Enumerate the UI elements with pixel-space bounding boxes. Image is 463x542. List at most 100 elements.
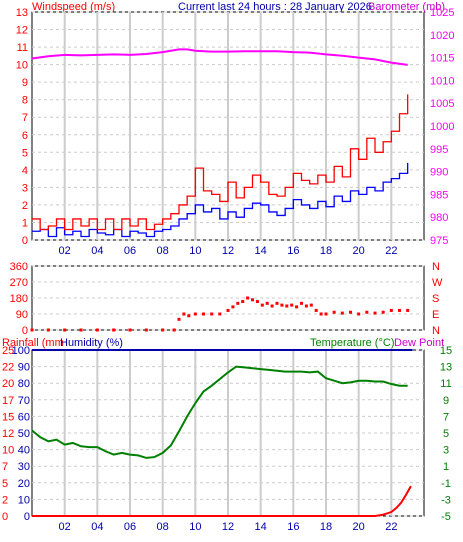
time-tick: 22 [385, 245, 397, 257]
temperature-tick: 11 [440, 378, 451, 390]
temperature-axis-title: Temperature (°C) [310, 337, 394, 349]
compass-label: W [432, 277, 443, 289]
time-tick: 10 [189, 521, 201, 533]
series-line [32, 94, 409, 231]
rainfall-axis-title: Rainfall (mm [2, 337, 64, 349]
compass-label: S [432, 293, 439, 305]
time-tick: 12 [222, 245, 234, 257]
direction-tick: 180 [10, 293, 28, 305]
barometer-tick: 975 [430, 235, 448, 247]
direction-point [406, 308, 410, 312]
direction-point [63, 328, 67, 332]
compass-label: E [432, 309, 439, 321]
temperature-tick: 3 [443, 445, 449, 457]
dewpoint-axis-title: Dew Point [394, 337, 444, 349]
chart-subtitle: Current last 24 hours : 28 January 2026 [178, 1, 372, 13]
humidity-tick: 90 [18, 362, 30, 374]
windspeed-tick: 9 [22, 77, 28, 89]
time-tick: 14 [255, 245, 267, 257]
humidity-tick: 80 [18, 378, 30, 390]
wind-series [31, 48, 409, 238]
direction-point [251, 298, 254, 302]
temp-series [31, 349, 413, 517]
direction-point [270, 304, 274, 308]
direction-point [280, 303, 284, 307]
direction-point [128, 328, 132, 332]
windspeed-tick: 4 [22, 165, 28, 177]
temperature-tick: 15 [440, 345, 452, 357]
barometer-tick: 990 [430, 167, 448, 179]
direction-point [319, 312, 323, 316]
direction-point [314, 308, 318, 312]
direction-point [365, 310, 369, 314]
series-line [31, 365, 408, 459]
temperature-tick: 7 [443, 411, 449, 423]
direction-point [304, 304, 308, 308]
windspeed-tick: 6 [22, 130, 28, 142]
direction-point [177, 317, 181, 321]
direction-point [193, 312, 197, 316]
direction-tick: 360 [10, 261, 28, 273]
rain-tick: 12 [2, 428, 14, 440]
direction-point [241, 300, 245, 304]
direction-point [187, 314, 191, 318]
wind-panel-grid [32, 11, 424, 241]
series-line [32, 162, 409, 238]
rain-tick: 25 [2, 345, 14, 357]
direction-point [246, 296, 250, 300]
direction-point [324, 312, 328, 316]
direction-point [349, 310, 352, 314]
direction-degree-tick-labels: 0 90 180 270 360 [10, 261, 28, 337]
direction-point [255, 300, 259, 304]
time-tick: 08 [157, 521, 169, 533]
direction-point [381, 310, 385, 314]
temperature-tick: 9 [443, 395, 449, 407]
time-tick: 02 [59, 245, 71, 257]
windspeed-tick: 3 [22, 182, 28, 194]
direction-series [30, 296, 410, 332]
barometer-axis-title: Barometer (mb) [368, 1, 445, 13]
time-tick: 16 [287, 245, 299, 257]
time-tick: 20 [353, 245, 365, 257]
time-tick: 18 [320, 245, 332, 257]
windspeed-tick: 12 [16, 25, 28, 37]
direction-point [226, 308, 230, 312]
humidity-tick: 40 [18, 445, 30, 457]
humidity-tick-labels: 0 10 20 30 40 50 60 70 80 90 100 [12, 345, 30, 523]
direction-point [236, 301, 240, 305]
windspeed-tick: 5 [22, 147, 28, 159]
direction-point [373, 311, 377, 315]
windspeed-tick: 8 [22, 95, 28, 107]
temperature-tick: 1 [443, 461, 449, 473]
direction-point [340, 311, 344, 315]
rain-tick: 20 [2, 378, 14, 390]
direction-point [202, 312, 205, 316]
barometer-tick: 985 [430, 189, 448, 201]
direction-point [309, 303, 313, 307]
compass-label: N [432, 325, 440, 337]
direction-point [332, 310, 336, 314]
humidity-tick: 20 [18, 478, 30, 490]
barometer-tick: 1000 [430, 121, 454, 133]
time-tick: 04 [91, 245, 103, 257]
direction-compass-labels: N W S E N [432, 261, 443, 337]
direction-point [46, 328, 50, 332]
direction-point [210, 312, 214, 316]
time-tick: 08 [157, 245, 169, 257]
temperature-tick: 13 [440, 362, 452, 374]
temp-time-tick-labels: 02 04 06 08 10 12 14 16 18 20 22 [59, 521, 398, 533]
direction-tick: 0 [22, 325, 28, 337]
barometer-tick: 1015 [430, 53, 454, 65]
time-tick: 02 [59, 521, 71, 533]
humidity-tick: 10 [18, 494, 30, 506]
direction-point [389, 308, 393, 312]
compass-label: N [432, 261, 440, 273]
direction-point [260, 303, 264, 307]
direction-point [231, 305, 235, 309]
windspeed-tick: 2 [22, 200, 28, 212]
time-tick: 06 [124, 521, 136, 533]
